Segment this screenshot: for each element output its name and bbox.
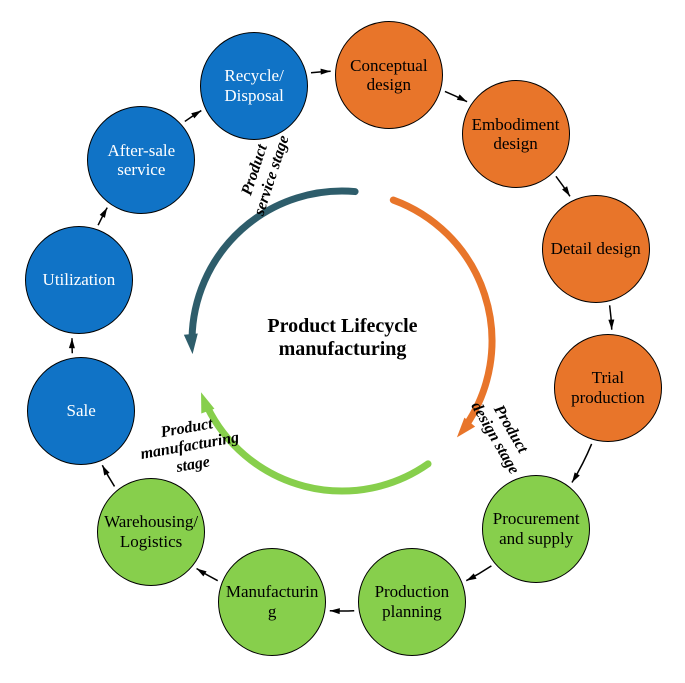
node-planning: Production planning [358, 548, 466, 656]
stage-label-design: Productdesign stage [466, 389, 538, 477]
node-label: After-sale service [94, 141, 188, 180]
node-label: Sale [67, 401, 96, 421]
node-label: Utilization [43, 270, 116, 290]
lifecycle-diagram: Product Lifecycle manufacturing Conceptu… [0, 0, 685, 683]
node-recycle: Recycle/ Disposal [200, 32, 308, 140]
stage-label-manufacture: Productmanufacturingstage [137, 411, 245, 483]
node-label: Trial production [561, 368, 655, 407]
node-warehouse: Warehousing/Logistics [97, 478, 205, 586]
stage-label-service: Productservice stage [233, 128, 294, 218]
node-label: Procurement and supply [489, 509, 583, 548]
node-utilization: Utilization [25, 226, 133, 334]
node-procurement: Procurement and supply [482, 475, 590, 583]
node-label: Manufacturing [225, 582, 319, 621]
node-label: Recycle/ Disposal [207, 66, 301, 105]
node-aftersale: After-sale service [87, 106, 195, 214]
node-label: Production planning [365, 582, 459, 621]
node-label: Embodiment design [469, 115, 563, 154]
node-label: Detail design [551, 239, 641, 259]
node-label: Warehousing/Logistics [104, 512, 198, 551]
node-detail: Detail design [542, 195, 650, 303]
node-embodiment: Embodiment design [462, 80, 570, 188]
node-trial: Trial production [554, 334, 662, 442]
node-manufacture: Manufacturing [218, 548, 326, 656]
node-sale: Sale [27, 357, 135, 465]
node-label: Conceptual design [342, 56, 436, 95]
node-conceptual: Conceptual design [335, 21, 443, 129]
